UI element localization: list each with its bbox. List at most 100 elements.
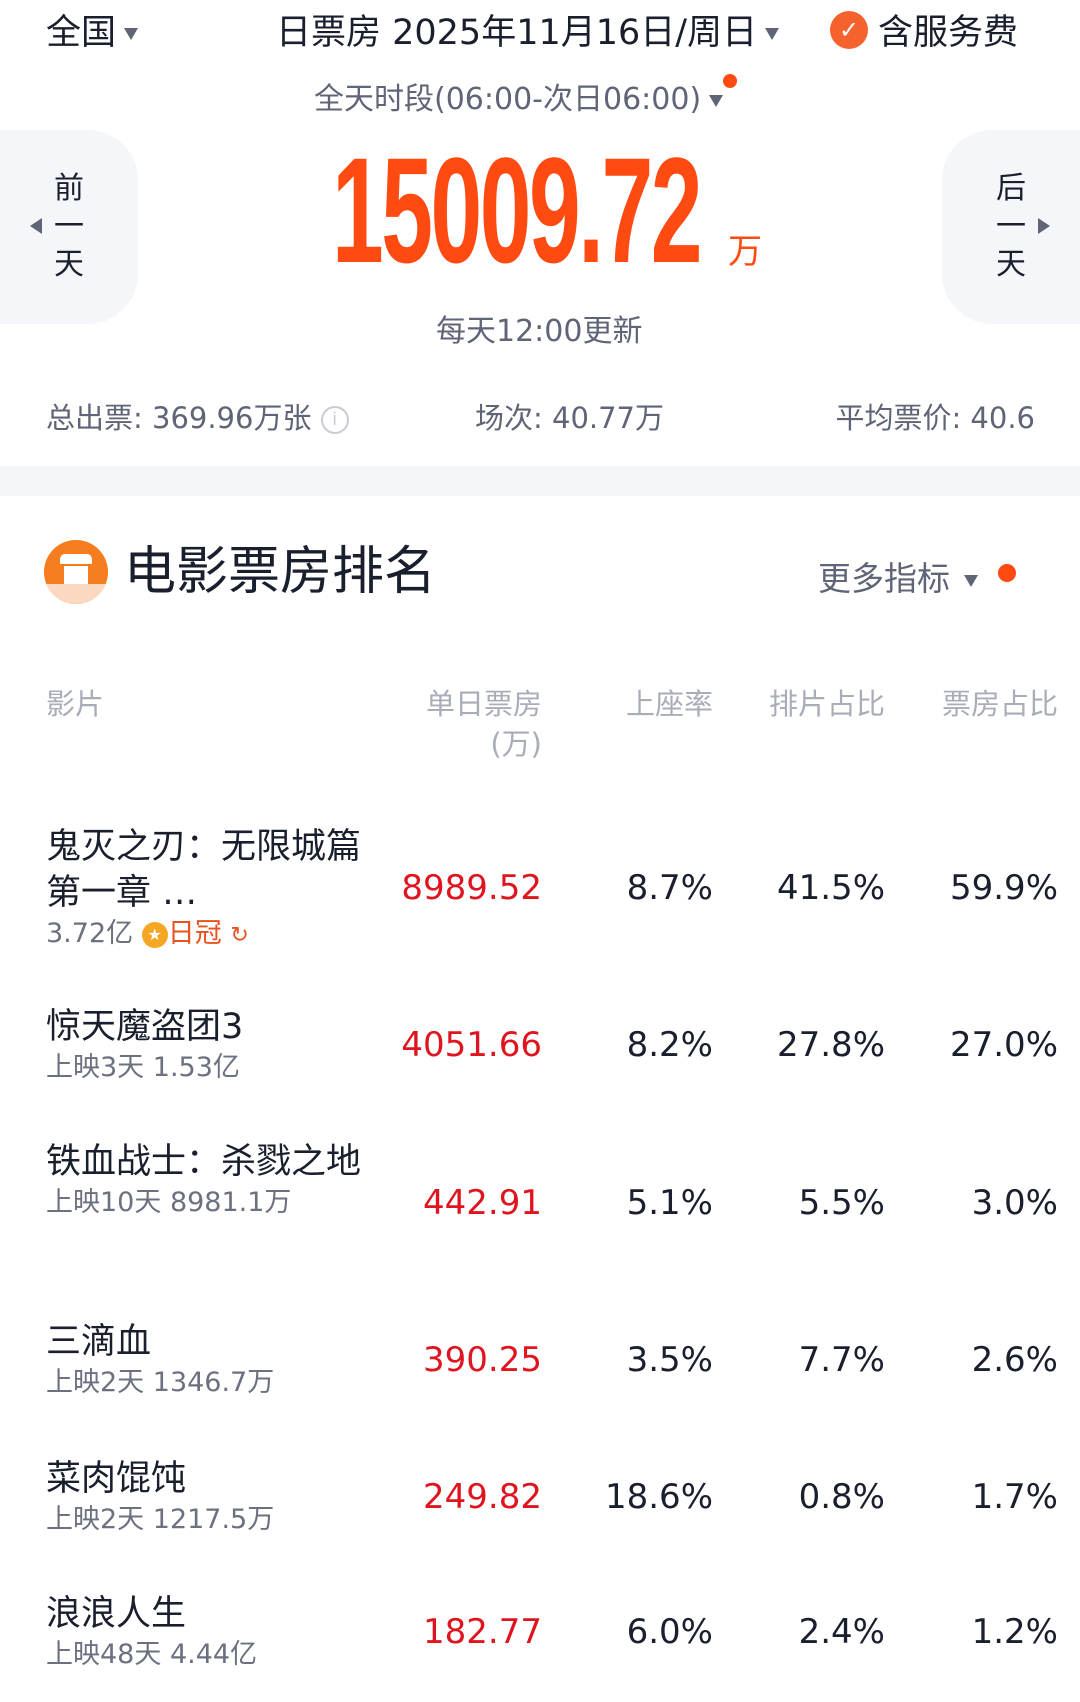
col-daily-unit: (万) (490, 727, 542, 761)
period-selector[interactable]: 全天时段(06:00-次日06:00) (314, 74, 738, 118)
schedule-share: 0.8% (798, 1477, 885, 1517)
divider (0, 466, 1080, 496)
daily-box-office: 8989.52 (401, 868, 542, 908)
box-office-share: 27.0% (949, 1025, 1058, 1065)
col-daily[interactable]: 单日票房 (万) (426, 684, 542, 764)
service-fee-toggle[interactable]: ✓ 含服务费 (830, 4, 1018, 55)
check-icon: ✓ (830, 10, 868, 49)
occupancy: 6.0% (626, 1612, 713, 1652)
col-schedule[interactable]: 排片占比 (768, 687, 885, 721)
occupancy: 5.1% (626, 1183, 713, 1223)
daily-box-office: 249.82 (423, 1477, 542, 1517)
movie-name: 鬼灭之刃：无限城篇 第一章 … (46, 827, 362, 913)
movie-sub: 上映2天 1346.7万 (46, 1365, 366, 1401)
arrow-left-icon (30, 218, 42, 234)
schedule-share: 41.5% (776, 868, 885, 908)
schedule-share: 5.5% (798, 1183, 885, 1223)
table-row[interactable]: 鬼灭之刃：无限城篇 第一章 … 3.72亿 ★ 日冠 ↻ 8989.52 8.7%… (0, 818, 1080, 958)
table-row[interactable]: 铁血战士：杀戮之地 上映10天 8981.1万 442.91 5.1% 5.5%… (0, 1133, 1080, 1273)
movie-info: 菜肉馄饨 上映2天 1217.5万 (46, 1456, 366, 1538)
section-title: 电影票房排名 (124, 542, 437, 602)
service-fee-label: 含服务费 (878, 13, 1019, 53)
box-office-share: 59.9% (949, 868, 1058, 908)
movie-sub: 上映3天 1.53亿 (46, 1050, 366, 1086)
movie-name: 三滴血 (46, 1322, 152, 1362)
daily-box-office: 442.91 (423, 1183, 542, 1223)
table-row[interactable]: 惊天魔盗团3 上映3天 1.53亿 4051.66 8.2% 27.8% 27.… (0, 975, 1080, 1115)
movie-sub: 3.72亿 ★ 日冠 ↻ (46, 916, 366, 954)
table-row[interactable]: 浪浪人生 上映48天 4.44亿 182.77 6.0% 2.4% 1.2% (0, 1562, 1080, 1702)
refresh-icon: ↻ (230, 923, 249, 948)
date-selector[interactable]: 日票房 2025年11月16日/周日 (276, 4, 780, 55)
movie-info: 浪浪人生 上映48天 4.44亿 (46, 1591, 366, 1673)
arrow-right-icon (1038, 218, 1050, 234)
movie-sub-text: 上映10天 8981.1万 (46, 1187, 292, 1218)
chevron-down-icon (124, 28, 139, 40)
prev-day-button[interactable]: 前一天 (0, 130, 138, 324)
daily-box-office: 390.25 (423, 1340, 542, 1380)
movie-sub-text: 上映3天 1.53亿 (46, 1052, 240, 1083)
col-occupancy[interactable]: 上座率 (625, 687, 713, 721)
movie-info: 鬼灭之刃：无限城篇 第一章 … 3.72亿 ★ 日冠 ↻ (46, 824, 366, 954)
prev-char: 天 (54, 247, 84, 282)
next-char: 天 (996, 247, 1026, 282)
next-char: 一 (996, 209, 1026, 244)
more-metrics-button[interactable]: 更多指标 (818, 552, 1016, 600)
region-label: 全国 (46, 13, 117, 53)
date-label: 日票房 2025年11月16日/周日 (276, 13, 758, 53)
movie-info: 惊天魔盗团3 上映3天 1.53亿 (46, 1004, 366, 1086)
movie-info: 三滴血 上映2天 1346.7万 (46, 1319, 366, 1401)
occupancy: 8.2% (626, 1025, 713, 1065)
total-tickets: 总出票: 369.96万张 i (46, 395, 349, 437)
movie-name: 菜肉馄饨 (46, 1459, 187, 1499)
info-icon[interactable]: i (320, 406, 349, 434)
box-office-share: 3.0% (971, 1183, 1058, 1223)
chevron-down-icon (765, 28, 780, 40)
total-unit: 万 (728, 232, 762, 272)
update-note: 每天12:00更新 (436, 314, 643, 349)
movie-name: 惊天魔盗团3 (46, 1007, 244, 1047)
movie-sub-text: 上映2天 1346.7万 (46, 1367, 275, 1398)
table-row[interactable]: 菜肉馄饨 上映2天 1217.5万 249.82 18.6% 0.8% 1.7% (0, 1427, 1080, 1567)
total-shows: 场次: 40.77万 (475, 401, 665, 435)
next-char: 后 (996, 171, 1026, 206)
period-label: 全天时段(06:00-次日06:00) (314, 82, 702, 117)
movie-sub: 上映48天 4.44亿 (46, 1637, 366, 1673)
occupancy: 8.7% (626, 868, 713, 908)
more-metrics-label: 更多指标 (818, 559, 950, 598)
schedule-share: 27.8% (776, 1025, 885, 1065)
total-box-office: 15009.72 (332, 126, 717, 294)
daily-box-office: 4051.66 (401, 1025, 542, 1065)
col-share[interactable]: 票房占比 (941, 687, 1058, 721)
daily-champion-badge: 日冠 (167, 918, 222, 949)
box-office-share: 1.2% (971, 1612, 1058, 1652)
movie-sub: 上映2天 1217.5万 (46, 1502, 366, 1538)
movie-name: 浪浪人生 (46, 1594, 187, 1634)
movie-info: 铁血战士：杀戮之地 上映10天 8981.1万 (46, 1139, 366, 1221)
schedule-share: 2.4% (798, 1612, 885, 1652)
occupancy: 18.6% (604, 1477, 713, 1517)
medal-icon: ★ (141, 921, 168, 948)
box-office-share: 2.6% (971, 1340, 1058, 1380)
movie-sub-text: 上映48天 4.44亿 (46, 1639, 258, 1670)
table-row[interactable]: 三滴血 上映2天 1346.7万 390.25 3.5% 7.7% 2.6% (0, 1290, 1080, 1430)
prev-char: 一 (54, 209, 84, 244)
movie-name: 铁血战士：杀戮之地 (46, 1142, 362, 1182)
movie-sub-text: 3.72亿 (46, 918, 134, 949)
prev-char: 前 (54, 171, 84, 206)
movie-sub: 上映10天 8981.1万 (46, 1185, 366, 1221)
schedule-share: 7.7% (798, 1340, 885, 1380)
next-day-button[interactable]: 后一天 (942, 130, 1080, 324)
total-value: 15009.72 (332, 126, 703, 294)
avg-price: 平均票价: 40.6 (835, 401, 1035, 435)
notification-dot (998, 564, 1016, 582)
chevron-down-icon (709, 94, 724, 107)
occupancy: 3.5% (626, 1340, 713, 1380)
cinema-icon (44, 540, 108, 604)
notification-dot (723, 74, 738, 88)
region-selector[interactable]: 全国 (46, 4, 139, 55)
box-office-share: 1.7% (971, 1477, 1058, 1517)
tickets-text: 总出票: 369.96万张 (46, 401, 312, 435)
movie-sub-text: 上映2天 1217.5万 (46, 1504, 275, 1535)
col-film: 影片 (46, 687, 105, 721)
